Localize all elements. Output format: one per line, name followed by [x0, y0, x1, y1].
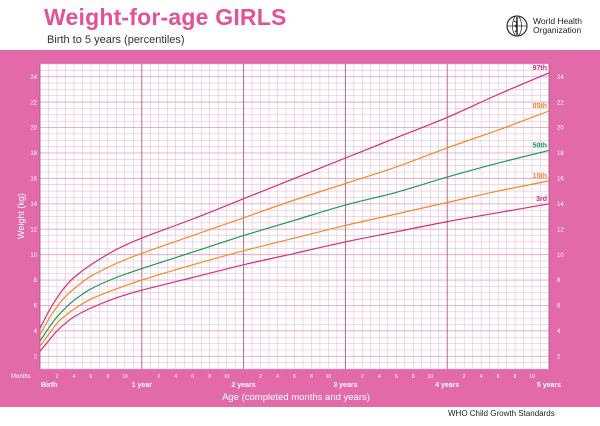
- x-minor-tick-label: 2: [463, 374, 466, 380]
- x-major-tick-label: 2 years: [232, 382, 256, 389]
- y-tick-label-left: 12: [30, 227, 37, 233]
- y-tick-label-right: 20: [557, 126, 564, 132]
- x-minor-tick-label: 4: [378, 374, 381, 380]
- x-minor-tick-label: 8: [310, 374, 313, 380]
- x-minor-tick-label: 8: [514, 374, 517, 380]
- y-tick-label-left: 2: [34, 354, 38, 360]
- who-emblem-icon: [506, 15, 528, 37]
- x-minor-tick-label: 8: [208, 374, 211, 380]
- y-tick-label-right: 22: [557, 100, 564, 106]
- x-minor-tick-label: 2: [157, 374, 160, 380]
- percentile-line-4: [39, 203, 550, 352]
- x-major-tick-label: Birth: [41, 382, 57, 389]
- y-tick-label-right: 2: [557, 354, 561, 360]
- x-minor-tick-label: 6: [497, 374, 500, 380]
- x-minor-tick-label: 4: [73, 374, 76, 380]
- percentile-label: 50th: [533, 142, 547, 149]
- page-subtitle: Birth to 5 years (percentiles): [47, 34, 185, 46]
- y-axis-label: Weight (kg): [16, 193, 26, 239]
- percentile-line-3: [39, 180, 550, 347]
- x-minor-tick-label: 4: [480, 374, 483, 380]
- x-minor-tick-label: 2: [361, 374, 364, 380]
- y-tick-label-left: 24: [30, 75, 37, 81]
- x-major-tick-label: 1 year: [132, 382, 153, 389]
- x-minor-tick-label: 8: [106, 374, 109, 380]
- percentile-line-1: [39, 110, 550, 335]
- y-tick-label-left: 20: [30, 126, 37, 132]
- y-tick-label-left: 18: [30, 151, 37, 157]
- y-tick-label-left: 4: [34, 329, 38, 335]
- y-tick-label-left: 22: [30, 100, 37, 106]
- x-minor-tick-label: 6: [191, 374, 194, 380]
- x-major-tick-label: 5 years: [537, 382, 561, 389]
- x-minor-tick-label: 6: [395, 374, 398, 380]
- x-axis-label: Age (completed months and years): [222, 392, 370, 403]
- y-tick-label-right: 14: [557, 202, 564, 208]
- page-title: Weight-for-age GIRLS: [44, 4, 287, 30]
- y-tick-label-right: 12: [557, 227, 564, 233]
- y-tick-label-right: 10: [557, 253, 564, 259]
- org-line-1: World Health: [533, 16, 582, 26]
- percentile-label: 85th: [533, 103, 547, 110]
- percentile-label: 97th: [533, 65, 547, 72]
- x-minor-tick-label: 4: [174, 374, 177, 380]
- percentile-line-2: [39, 149, 550, 342]
- percentile-labels: 97th 85th 50th 15th 3rd: [533, 65, 547, 203]
- y-tick-label-right: 16: [557, 177, 564, 183]
- org-line-2: Organization: [533, 25, 582, 35]
- x-minor-tick-label: 2: [56, 374, 59, 380]
- x-minor-tick-label: 10: [122, 374, 128, 380]
- x-major-tick-label: 3 years: [333, 382, 357, 389]
- percentile-label: 3rd: [536, 196, 547, 203]
- x-minor-tick-label: 6: [293, 374, 296, 380]
- x-minor-tick-label: 10: [427, 374, 433, 380]
- who-org-name: World Health Organization: [533, 17, 593, 35]
- x-minor-tick-label: 4: [276, 374, 279, 380]
- y-tick-label-left: 10: [30, 253, 37, 259]
- percentile-line-0: [39, 72, 550, 329]
- x-major-tick-label: 4 years: [435, 382, 459, 389]
- y-tick-label-left: 6: [34, 304, 38, 310]
- y-tick-label-right: 4: [557, 329, 561, 335]
- y-tick-label-left: 8: [34, 278, 38, 284]
- x-axis-tick-labels: Birth 1 year 2 years 3 years 4 years 5 years 2…: [41, 374, 561, 389]
- y-tick-label-right: 8: [557, 278, 561, 284]
- months-label: Months: [11, 374, 31, 380]
- x-minor-tick-label: 2: [259, 374, 262, 380]
- percentile-label: 15th: [533, 173, 547, 180]
- y-tick-label-right: 24: [557, 75, 564, 81]
- x-minor-tick-label: 8: [412, 374, 415, 380]
- percentile-lines: [39, 72, 550, 352]
- x-minor-tick-label: 10: [224, 374, 230, 380]
- footer-source: WHO Child Growth Standards: [448, 409, 555, 418]
- x-minor-tick-label: 10: [326, 374, 332, 380]
- y-tick-label-left: 16: [30, 177, 37, 183]
- who-brand: World Health Organization: [505, 14, 593, 38]
- x-minor-tick-label: 10: [529, 374, 535, 380]
- y-tick-label-right: 6: [557, 304, 561, 310]
- y-tick-label-right: 18: [557, 151, 564, 157]
- x-minor-tick-label: 6: [90, 374, 93, 380]
- y-tick-label-left: 14: [30, 202, 37, 208]
